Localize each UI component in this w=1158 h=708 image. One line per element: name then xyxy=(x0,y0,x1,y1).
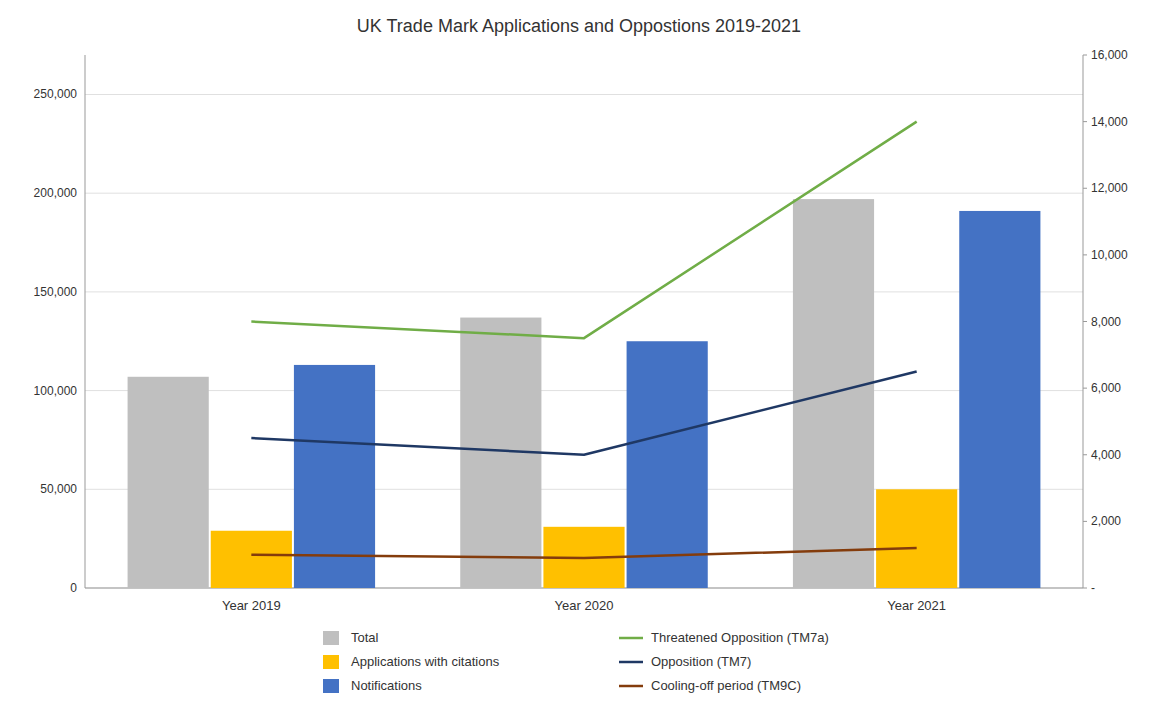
y-tick-label: 100,000 xyxy=(34,384,78,398)
grid-line xyxy=(85,94,1083,95)
chart: UK Trade Mark Applications and Oppostion… xyxy=(0,0,1158,708)
y-tick-label: 200,000 xyxy=(34,186,78,200)
legend-label: Notifications xyxy=(351,678,422,693)
y-tick-label: 0 xyxy=(70,581,77,595)
legend-swatch xyxy=(323,631,339,645)
grid-line xyxy=(85,291,1083,292)
legend-swatch xyxy=(619,661,643,664)
line xyxy=(251,371,916,454)
y-tick-label: 250,000 xyxy=(34,87,78,101)
grid-line xyxy=(85,390,1083,391)
legend-label: Threatened Opposition (TM7a) xyxy=(651,630,829,645)
x-tick-label: Year 2019 xyxy=(222,598,281,613)
legend-label: Opposition (TM7) xyxy=(651,654,751,669)
legend-label: Applications with citations xyxy=(351,654,500,669)
grid-line xyxy=(85,193,1083,194)
legend-label: Total xyxy=(351,630,379,645)
y2-tick xyxy=(1083,388,1087,389)
y2-tick-label: 12,000 xyxy=(1091,181,1128,195)
x-tick-label: Year 2021 xyxy=(887,598,946,613)
y2-tick-label: 6,000 xyxy=(1091,381,1121,395)
legend: Total Applications with citations Notifica… xyxy=(323,630,829,693)
y-tick-label: 150,000 xyxy=(34,285,78,299)
y2-axis-line xyxy=(1083,55,1084,588)
y2-tick xyxy=(1083,188,1087,189)
line xyxy=(251,548,916,558)
y2-tick-label: 14,000 xyxy=(1091,115,1128,129)
grid xyxy=(85,94,1083,588)
y2-tick xyxy=(1083,454,1087,455)
y2-tick xyxy=(1083,321,1087,322)
y2-tick-label: 10,000 xyxy=(1091,248,1128,262)
y2-tick-label: - xyxy=(1091,581,1095,595)
legend-swatch xyxy=(619,685,643,688)
y2-tick-label: 2,000 xyxy=(1091,514,1121,528)
y2-tick xyxy=(1083,254,1087,255)
bar xyxy=(211,531,292,588)
title: UK Trade Mark Applications and Oppostion… xyxy=(357,16,801,36)
y2-tick xyxy=(1083,521,1087,522)
y2-tick-label: 16,000 xyxy=(1091,48,1128,62)
legend-label: Cooling-off period (TM9C) xyxy=(651,678,801,693)
bar xyxy=(959,211,1040,588)
bar xyxy=(627,341,708,588)
y-axis-line xyxy=(85,55,86,588)
marks xyxy=(128,122,1041,588)
y2-tick xyxy=(1083,121,1087,122)
bar xyxy=(128,377,209,588)
y2-tick-label: 4,000 xyxy=(1091,448,1121,462)
y-tick-label: 50,000 xyxy=(40,482,77,496)
y2-tick-label: 8,000 xyxy=(1091,315,1121,329)
y2-tick xyxy=(1083,55,1087,56)
x-tick-label: Year 2020 xyxy=(555,598,614,613)
legend-swatch xyxy=(323,679,339,693)
legend-swatch xyxy=(619,637,643,640)
legend-swatch xyxy=(323,655,339,669)
y2-tick xyxy=(1083,588,1087,589)
bar xyxy=(876,489,957,588)
line xyxy=(251,122,916,339)
